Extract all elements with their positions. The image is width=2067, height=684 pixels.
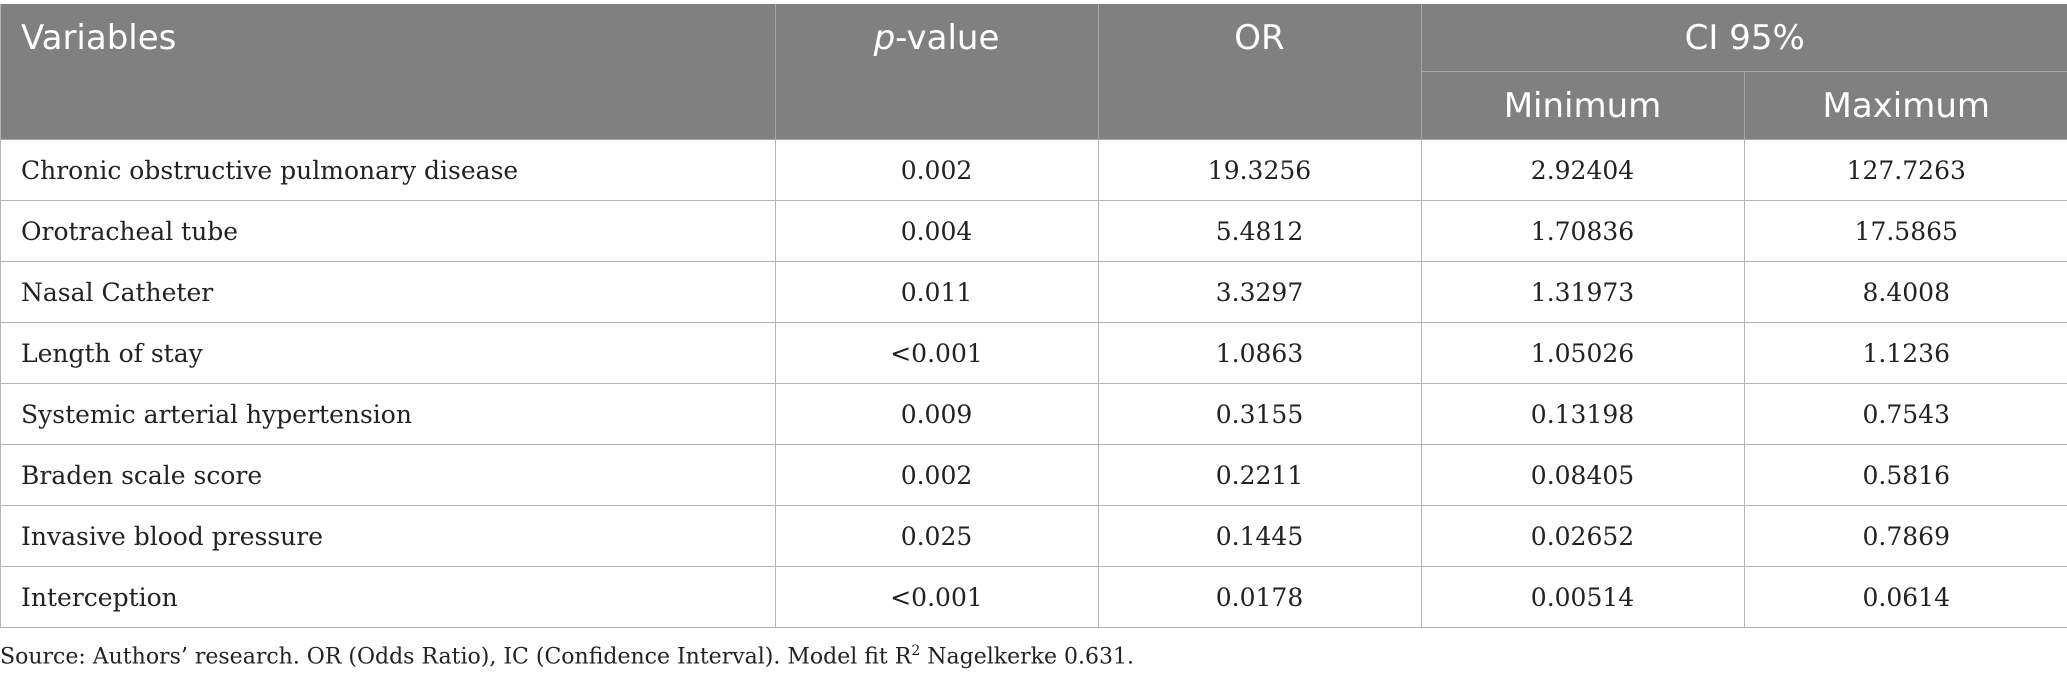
cell-ci-max: 8.4008 bbox=[1744, 261, 2067, 323]
table-row: Invasive blood pressure 0.025 0.1445 0.0… bbox=[1, 505, 2067, 567]
cell-p-value: 0.025 bbox=[775, 505, 1099, 567]
cell-ci-max: 0.7869 bbox=[1744, 505, 2067, 567]
cell-p-value: 0.002 bbox=[775, 444, 1099, 506]
cell-variable: Braden scale score bbox=[1, 444, 776, 506]
table-row: Nasal Catheter 0.011 3.3297 1.31973 8.40… bbox=[1, 261, 2067, 323]
table-row: Systemic arterial hypertension 0.009 0.3… bbox=[1, 383, 2067, 445]
cell-or: 0.2211 bbox=[1098, 444, 1422, 506]
cell-ci-max: 1.1236 bbox=[1744, 322, 2067, 384]
header-p-italic: p bbox=[873, 18, 896, 58]
cell-or: 0.1445 bbox=[1098, 505, 1422, 567]
cell-variable: Systemic arterial hypertension bbox=[1, 383, 776, 445]
cell-variable: Orotracheal tube bbox=[1, 200, 776, 262]
cell-or: 3.3297 bbox=[1098, 261, 1422, 323]
cell-p-value: <0.001 bbox=[775, 322, 1099, 384]
cell-p-value: <0.001 bbox=[775, 566, 1099, 628]
header-variables: Variables bbox=[1, 4, 776, 140]
cell-variable: Length of stay bbox=[1, 322, 776, 384]
cell-ci-max: 0.5816 bbox=[1744, 444, 2067, 506]
cell-p-value: 0.002 bbox=[775, 139, 1099, 201]
table-row: Orotracheal tube 0.004 5.4812 1.70836 17… bbox=[1, 200, 2067, 262]
table-row: Chronic obstructive pulmonary disease 0.… bbox=[1, 139, 2067, 201]
cell-ci-min: 0.00514 bbox=[1421, 566, 1745, 628]
cell-p-value: 0.009 bbox=[775, 383, 1099, 445]
cell-or: 1.0863 bbox=[1098, 322, 1422, 384]
header-or: OR bbox=[1098, 4, 1422, 140]
table-header: Variables p-value OR CI 95% Minimum Maxi… bbox=[1, 4, 2067, 140]
regression-table-container: Variables p-value OR CI 95% Minimum Maxi… bbox=[0, 4, 2067, 628]
table-row: Interception <0.001 0.0178 0.00514 0.061… bbox=[1, 566, 2067, 628]
cell-p-value: 0.011 bbox=[775, 261, 1099, 323]
cell-ci-max: 0.0614 bbox=[1744, 566, 2067, 628]
cell-ci-min: 1.05026 bbox=[1421, 322, 1745, 384]
footnote-superscript: 2 bbox=[911, 643, 921, 659]
table-row: Braden scale score 0.002 0.2211 0.08405 … bbox=[1, 444, 2067, 506]
cell-variable: Interception bbox=[1, 566, 776, 628]
cell-ci-min: 0.02652 bbox=[1421, 505, 1745, 567]
cell-ci-max: 127.7263 bbox=[1744, 139, 2067, 201]
cell-ci-min: 1.31973 bbox=[1421, 261, 1745, 323]
table-row: Length of stay <0.001 1.0863 1.05026 1.1… bbox=[1, 322, 2067, 384]
header-row-top: Variables p-value OR CI 95% bbox=[1, 4, 2067, 140]
cell-or: 5.4812 bbox=[1098, 200, 1422, 262]
cell-ci-min: 2.92404 bbox=[1421, 139, 1745, 201]
cell-or: 0.0178 bbox=[1098, 566, 1422, 628]
header-p-rest: -value bbox=[895, 18, 1000, 58]
footnote-text: Source: Authors’ research. OR (Odds Rati… bbox=[0, 644, 912, 670]
cell-p-value: 0.004 bbox=[775, 200, 1099, 262]
cell-variable: Nasal Catheter bbox=[1, 261, 776, 323]
cell-ci-max: 0.7543 bbox=[1744, 383, 2067, 445]
regression-table: Variables p-value OR CI 95% Minimum Maxi… bbox=[1, 4, 2067, 628]
cell-ci-min: 0.08405 bbox=[1421, 444, 1745, 506]
header-ci: CI 95% bbox=[1421, 4, 2067, 72]
header-minimum: Minimum bbox=[1421, 71, 1745, 140]
table-footnote: Source: Authors’ research. OR (Odds Rati… bbox=[0, 643, 1134, 669]
header-p-value: p-value bbox=[775, 4, 1099, 140]
cell-or: 19.3256 bbox=[1098, 139, 1422, 201]
cell-or: 0.3155 bbox=[1098, 383, 1422, 445]
header-maximum: Maximum bbox=[1744, 71, 2067, 140]
cell-ci-min: 0.13198 bbox=[1421, 383, 1745, 445]
cell-variable: Chronic obstructive pulmonary disease bbox=[1, 139, 776, 201]
cell-ci-max: 17.5865 bbox=[1744, 200, 2067, 262]
footnote-text-end: Nagelkerke 0.631. bbox=[920, 644, 1134, 670]
cell-variable: Invasive blood pressure bbox=[1, 505, 776, 567]
header-row-sub: Minimum Maximum bbox=[1, 71, 2067, 140]
table-body: Chronic obstructive pulmonary disease 0.… bbox=[1, 139, 2067, 628]
cell-ci-min: 1.70836 bbox=[1421, 200, 1745, 262]
